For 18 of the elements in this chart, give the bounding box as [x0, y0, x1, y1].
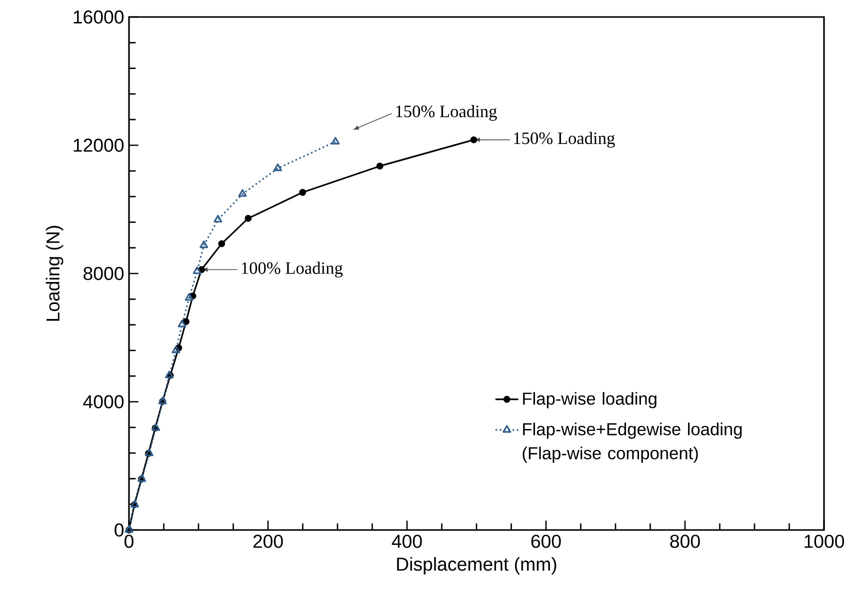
y-tick-label: 4000 [83, 395, 124, 408]
x-tick-label: 600 [531, 534, 561, 548]
y-tick-label: 16000 [74, 10, 124, 24]
x-tick-label: 0 [124, 534, 134, 548]
y-tick-label: 12000 [74, 138, 124, 152]
annotation: 100% Loading [242, 262, 343, 278]
x-axis-title: Displacement (mm) [397, 557, 556, 574]
legend-label: Flap-wise+Edgewise loading (Flap-wise component) [522, 422, 742, 463]
legend-label: Flap-wise loading [523, 392, 656, 408]
x-tick-label: 200 [253, 534, 283, 548]
annotation: 150% Loading [396, 105, 497, 121]
x-tick-label: 800 [670, 534, 700, 548]
x-tick-label: 1000 [804, 534, 844, 548]
y-axis-title: Loading (N) [46, 226, 64, 321]
annotation: 150% Loading [514, 132, 615, 148]
y-tick-label: 0 [114, 523, 124, 537]
x-tick-label: 400 [392, 534, 422, 548]
y-tick-label: 8000 [84, 266, 124, 280]
